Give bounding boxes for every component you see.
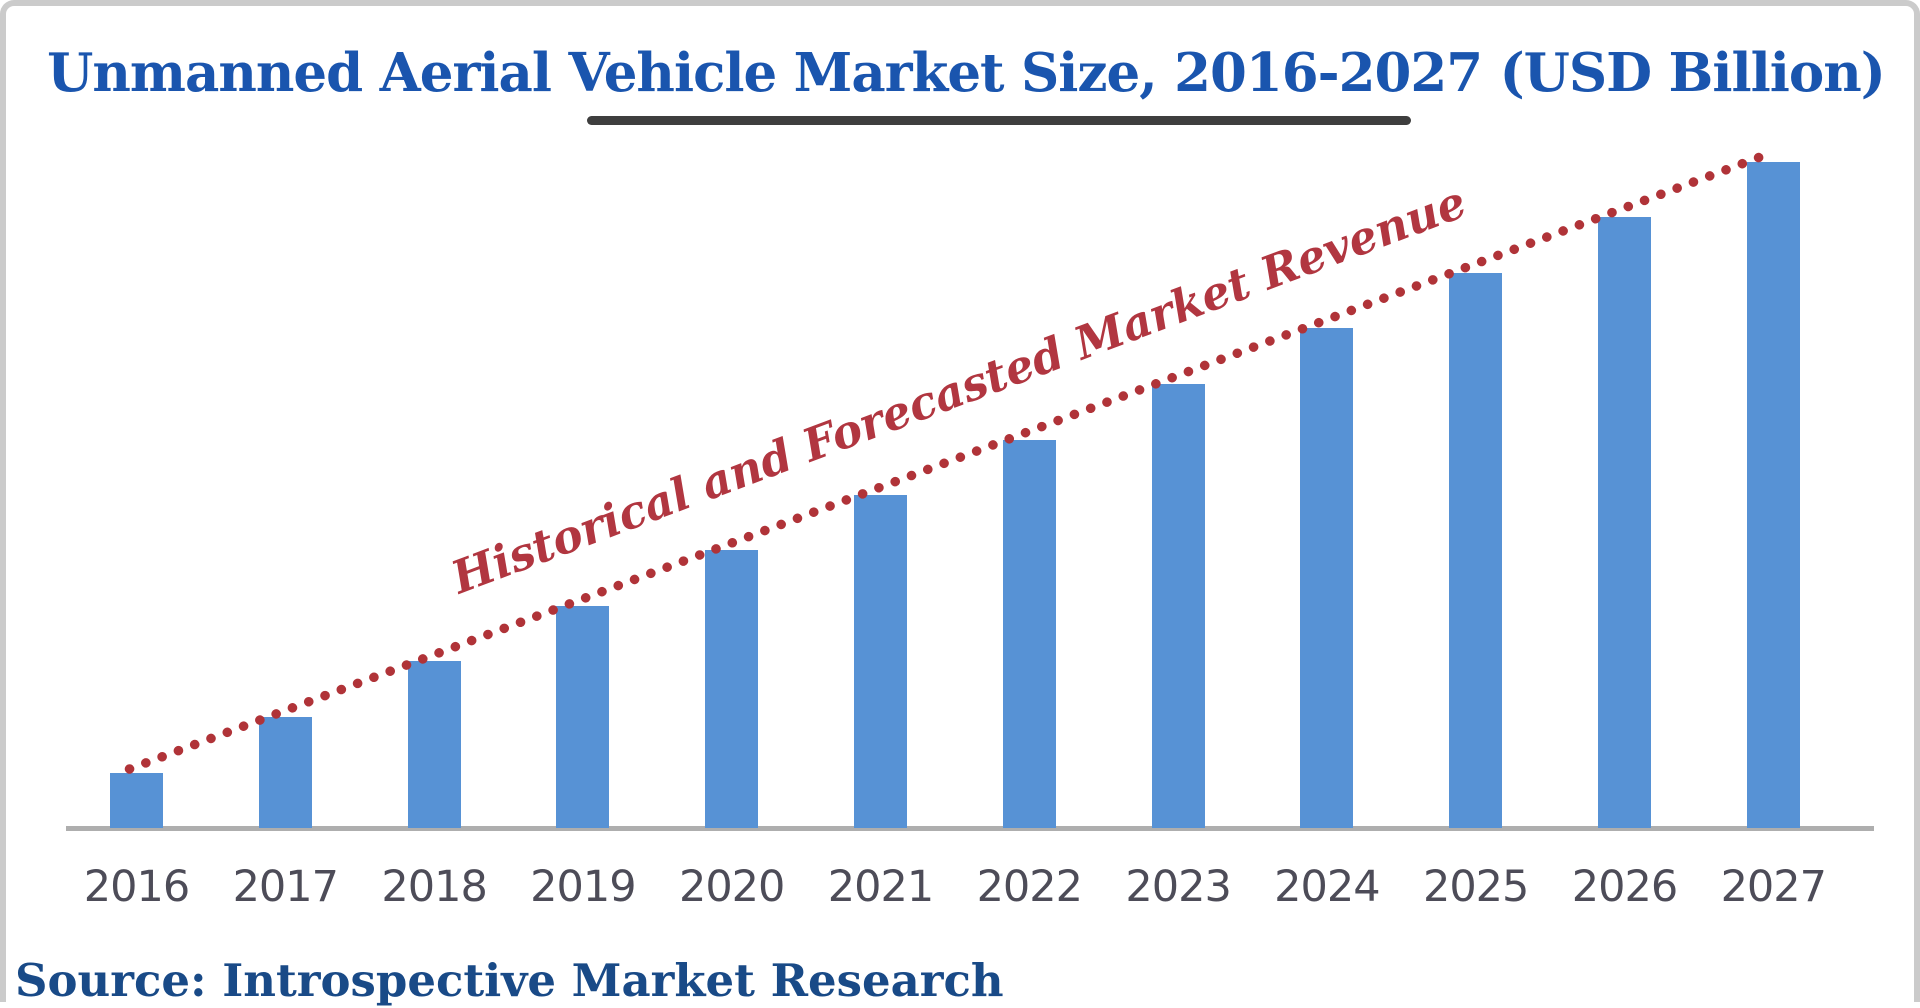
x-axis-label-2017: 2017 [232, 862, 339, 912]
x-axis-label-2022: 2022 [976, 862, 1083, 912]
bar-2019 [556, 606, 610, 828]
x-axis-label-2021: 2021 [827, 862, 934, 912]
source-attribution: Source: Introspective Market Research [15, 954, 1004, 1007]
title-underline [587, 116, 1411, 125]
bar-2027 [1746, 162, 1800, 828]
x-axis-line [66, 826, 1874, 831]
bar-2025 [1449, 273, 1503, 828]
bar-2024 [1300, 328, 1354, 828]
bar-2026 [1598, 217, 1651, 828]
x-axis-label-2026: 2026 [1571, 862, 1678, 912]
x-axis-label-2024: 2024 [1274, 862, 1380, 912]
chart-title: Unmanned Aerial Vehicle Market Size, 201… [47, 42, 1886, 104]
x-axis-label-2019: 2019 [530, 862, 636, 912]
bar-2017 [258, 717, 312, 828]
bar-2016 [110, 773, 163, 828]
bar-chart-plot-area: 2016 2017 2018 2019 2020 2021 2022 2023 2024 2025… [6, 6, 1914, 1002]
bar-2018 [407, 661, 461, 828]
x-axis-label-2020: 2020 [678, 862, 785, 912]
x-axis-label-2018: 2018 [381, 862, 487, 912]
bar-2023 [1151, 384, 1205, 828]
x-axis-label-2016: 2016 [83, 862, 190, 912]
bar-2022 [1002, 440, 1056, 828]
bar-2020 [705, 550, 759, 828]
x-axis-label-2027: 2027 [1720, 862, 1827, 912]
x-axis-label-2023: 2023 [1125, 862, 1231, 912]
bar-2021 [854, 495, 907, 828]
x-axis-label-2025: 2025 [1422, 862, 1529, 912]
